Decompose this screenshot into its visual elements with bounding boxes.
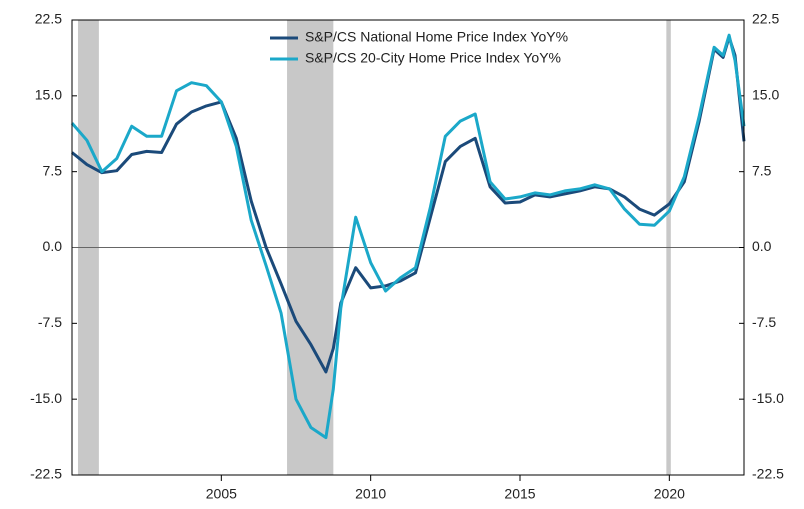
y-tick-label: 22.5 <box>35 11 62 27</box>
x-tick-label: 2005 <box>206 486 237 502</box>
y2-tick-label: -22.5 <box>752 466 784 482</box>
plot-frame <box>71 19 745 476</box>
y2-tick-label: 22.5 <box>752 11 779 27</box>
series-line <box>70 33 746 440</box>
series-line <box>71 35 746 374</box>
y-tick-label: 7.5 <box>43 162 63 178</box>
x-tick-label: 2015 <box>504 486 535 502</box>
y-tick-label: 0.0 <box>43 238 63 254</box>
x-tick-label: 2020 <box>654 486 685 502</box>
y2-tick-label: -7.5 <box>752 314 776 330</box>
y2-tick-label: 0.0 <box>752 238 772 254</box>
y-tick-label: -22.5 <box>30 466 62 482</box>
y-tick-label: 15.0 <box>35 87 62 103</box>
y-tick-label: -7.5 <box>38 314 62 330</box>
legend-label: S&P/CS 20-City Home Price Index YoY% <box>305 50 561 66</box>
y-tick-label: -15.0 <box>30 390 62 406</box>
y2-tick-label: 7.5 <box>752 162 772 178</box>
y2-tick-label: 15.0 <box>752 87 779 103</box>
legend-label: S&P/CS National Home Price Index YoY% <box>305 29 568 45</box>
x-tick-label: 2010 <box>355 486 386 502</box>
y2-tick-label: -15.0 <box>752 390 784 406</box>
